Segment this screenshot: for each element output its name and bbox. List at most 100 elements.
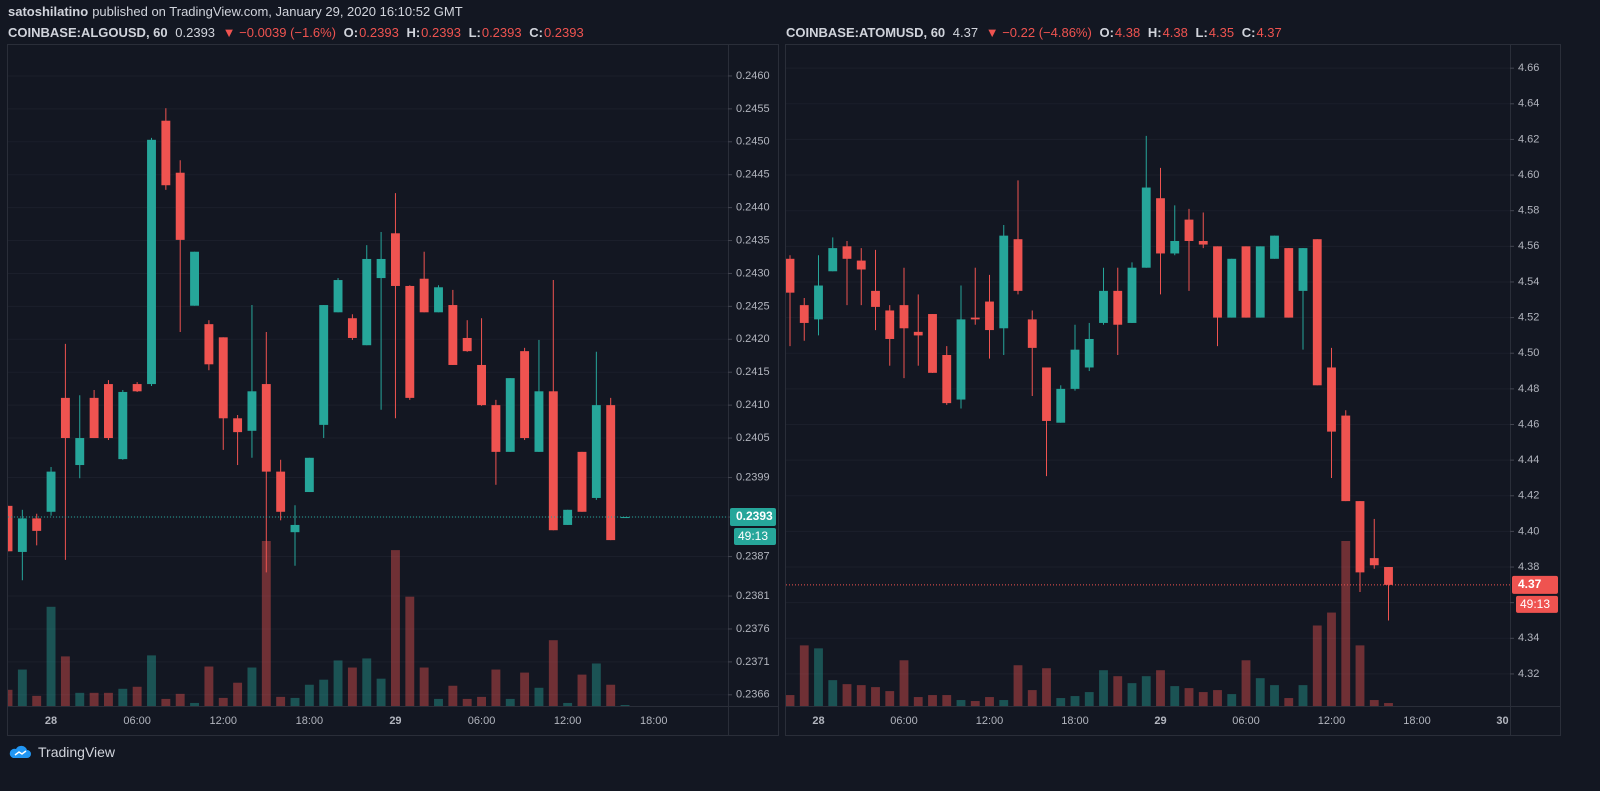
candle-body <box>46 471 56 512</box>
volume-bar <box>606 684 616 706</box>
high-value: 0.2393 <box>421 25 461 40</box>
volume-bar <box>218 697 228 706</box>
volume-bar <box>333 660 343 706</box>
close-value: 4.37 <box>1256 25 1282 40</box>
candle-body <box>999 235 1009 329</box>
candle-body <box>376 258 386 279</box>
last-price: 4.37 <box>952 25 979 40</box>
candle-body <box>828 248 838 272</box>
y-tick-label: 4.66 <box>1518 62 1539 74</box>
y-tick-label: 0.2415 <box>736 366 770 378</box>
volume-bar <box>161 698 171 706</box>
volume-bar <box>534 687 544 706</box>
candle-body <box>204 324 214 365</box>
candle-body <box>563 509 573 525</box>
y-tick-label: 4.32 <box>1518 668 1539 680</box>
y-tick-label: 4.60 <box>1518 169 1539 181</box>
candle-body <box>118 391 128 460</box>
volume-bar <box>491 669 501 706</box>
x-tick-label: 29 <box>389 715 401 727</box>
price-marker-label: 0.2393 <box>736 509 773 523</box>
volume-bar <box>347 667 357 706</box>
x-tick-label: 28 <box>812 715 824 727</box>
candle-body <box>1213 246 1222 318</box>
candle-body <box>233 418 243 433</box>
volume-bar <box>1369 700 1379 706</box>
volume-bar <box>956 700 966 706</box>
high-value: 4.38 <box>1162 25 1188 40</box>
symbol: COINBASE:ALGOUSD, 60 <box>8 25 168 40</box>
y-tick-label: 4.56 <box>1518 240 1539 252</box>
candle-body <box>1327 367 1336 432</box>
y-tick-label: 0.2387 <box>736 550 770 562</box>
candle-body <box>786 258 795 293</box>
x-tick-label: 28 <box>45 715 57 727</box>
candle-body <box>347 318 357 338</box>
candle-body <box>276 471 286 512</box>
volume-bar <box>8 689 13 706</box>
volume-bar <box>985 697 994 706</box>
candle-body <box>1298 248 1308 291</box>
volume-bar <box>1284 698 1294 706</box>
candle-body <box>290 524 300 533</box>
candle-body <box>885 310 895 339</box>
volume-bar <box>1184 688 1194 706</box>
candle-body <box>1241 246 1251 318</box>
volume-bar <box>204 666 214 706</box>
volume-bar <box>548 640 558 706</box>
y-tick-label: 4.46 <box>1518 418 1539 430</box>
countdown-marker <box>1516 595 1558 613</box>
candle-body <box>218 337 228 419</box>
open-value: 0.2393 <box>359 25 399 40</box>
volume-bar <box>1042 668 1051 706</box>
y-tick-label: 0.2440 <box>736 202 770 214</box>
price-marker <box>730 508 776 527</box>
volume-bar <box>1170 686 1180 706</box>
volume-bar <box>1270 685 1279 706</box>
y-tick-label: 4.58 <box>1518 205 1539 217</box>
candle-body <box>175 172 185 240</box>
volume-bar <box>928 695 937 706</box>
candle-body <box>247 391 257 431</box>
x-tick-label: 30 <box>1496 715 1508 727</box>
candle-body <box>505 378 515 452</box>
volume-bar <box>477 696 486 706</box>
y-tick-label: 0.2420 <box>736 333 770 345</box>
volume-bar <box>419 667 429 706</box>
volume-bar <box>46 606 56 706</box>
ohlc-label: L: <box>468 25 481 40</box>
volume-bar <box>276 696 286 706</box>
y-tick-label: 4.38 <box>1518 561 1539 573</box>
volume-bar <box>856 685 866 706</box>
candle-body <box>942 355 952 404</box>
candle-body <box>1070 349 1080 389</box>
candle-body <box>319 305 329 425</box>
author: satoshilatino <box>8 4 89 19</box>
footer: TradingView <box>8 744 115 760</box>
volume-bar <box>462 698 472 706</box>
y-tick-label: 4.34 <box>1518 632 1539 644</box>
candle-body <box>871 290 880 307</box>
y-tick-label: 4.54 <box>1518 276 1539 288</box>
volume-bar <box>871 687 880 706</box>
volume-bar <box>60 656 70 706</box>
candle-body <box>462 337 472 352</box>
published: published on TradingView.com, January 29… <box>92 4 463 19</box>
volume-bar <box>1113 676 1123 706</box>
y-tick-label: 4.52 <box>1518 312 1539 324</box>
volume-bar <box>89 692 99 706</box>
volume-bar <box>1198 692 1208 706</box>
ohlc-label: H: <box>406 25 421 40</box>
x-tick-label: 12:00 <box>554 715 582 727</box>
candle-body <box>1027 319 1037 348</box>
volume-bar <box>1084 692 1094 706</box>
candle-body <box>1255 246 1265 318</box>
candle-body <box>856 260 866 270</box>
x-tick-label: 18:00 <box>296 715 324 727</box>
candle-body <box>405 285 415 398</box>
candle-body <box>304 457 314 493</box>
candle-body <box>1170 240 1180 254</box>
candle-body <box>161 120 171 186</box>
volume-bar <box>591 663 601 706</box>
x-tick-label: 12:00 <box>209 715 237 727</box>
